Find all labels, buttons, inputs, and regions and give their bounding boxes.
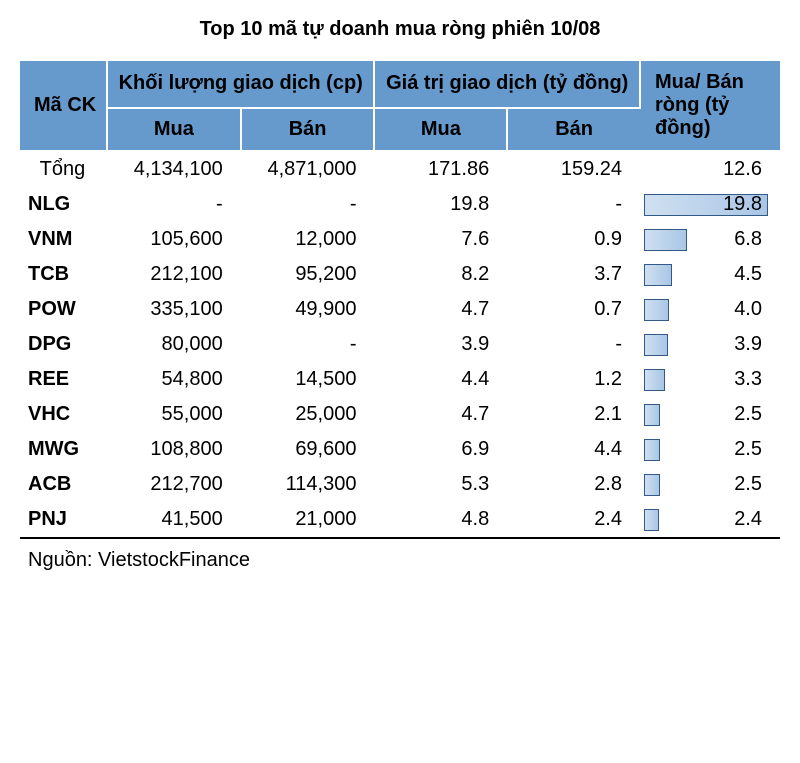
cell-vol-buy: 212,100 (107, 257, 241, 292)
cell-val-buy: 8.2 (374, 257, 507, 292)
table-row: NLG--19.8-19.8 (20, 187, 780, 222)
cell-val-sell: 0.7 (507, 292, 640, 327)
cell-val-sell: - (507, 187, 640, 222)
cell-vol-sell: 95,200 (241, 257, 375, 292)
table-row-total: Tổng4,134,1004,871,000171.86159.2412.6 (20, 151, 780, 187)
cell-val-buy: 3.9 (374, 327, 507, 362)
cell-val-buy: 4.7 (374, 292, 507, 327)
data-table: Mã CK Khối lượng giao dịch (cp) Giá trị … (20, 61, 780, 580)
report-container: Top 10 mã tự doanh mua ròng phiên 10/08 … (0, 0, 800, 600)
cell-net: 2.5 (640, 432, 780, 467)
cell-code: VHC (20, 397, 107, 432)
cell-net: 2.5 (640, 397, 780, 432)
cell-net: 19.8 (640, 187, 780, 222)
cell-net: 4.5 (640, 257, 780, 292)
cell-code: POW (20, 292, 107, 327)
table-row: TCB212,10095,2008.23.74.5 (20, 257, 780, 292)
cell-vol-buy: 41,500 (107, 502, 241, 538)
col-header-net: Mua/ Bán ròng (tỷ đồng) (640, 61, 780, 151)
cell-val-buy: 5.3 (374, 467, 507, 502)
cell-total-val-buy: 171.86 (374, 151, 507, 187)
cell-val-sell: 2.8 (507, 467, 640, 502)
cell-val-sell: 0.9 (507, 222, 640, 257)
cell-val-sell: 4.4 (507, 432, 640, 467)
cell-val-buy: 19.8 (374, 187, 507, 222)
cell-vol-buy: 108,800 (107, 432, 241, 467)
cell-val-sell: 1.2 (507, 362, 640, 397)
cell-code: PNJ (20, 502, 107, 538)
cell-total-vol-sell: 4,871,000 (241, 151, 375, 187)
page-title: Top 10 mã tự doanh mua ròng phiên 10/08 (20, 10, 780, 61)
cell-val-buy: 4.8 (374, 502, 507, 538)
col-header-volume: Khối lượng giao dịch (cp) (107, 61, 375, 108)
table-row: REE54,80014,5004.41.23.3 (20, 362, 780, 397)
table-row: VHC55,00025,0004.72.12.5 (20, 397, 780, 432)
col-header-code: Mã CK (20, 61, 107, 151)
cell-val-buy: 7.6 (374, 222, 507, 257)
table-row: DPG80,000-3.9-3.9 (20, 327, 780, 362)
cell-net: 3.3 (640, 362, 780, 397)
table-row: MWG108,80069,6006.94.42.5 (20, 432, 780, 467)
cell-code: VNM (20, 222, 107, 257)
cell-code: REE (20, 362, 107, 397)
cell-vol-buy: - (107, 187, 241, 222)
cell-val-buy: 4.4 (374, 362, 507, 397)
cell-vol-sell: - (241, 187, 375, 222)
cell-net: 2.5 (640, 467, 780, 502)
cell-total-val-sell: 159.24 (507, 151, 640, 187)
cell-net: 6.8 (640, 222, 780, 257)
cell-code: MWG (20, 432, 107, 467)
cell-vol-sell: 69,600 (241, 432, 375, 467)
source-row: Nguồn: VietstockFinance (20, 538, 780, 580)
cell-val-sell: 2.4 (507, 502, 640, 538)
cell-vol-buy: 335,100 (107, 292, 241, 327)
cell-net: 2.4 (640, 502, 780, 538)
cell-code: DPG (20, 327, 107, 362)
sub-header-vol-sell: Bán (241, 108, 375, 151)
cell-val-sell: 3.7 (507, 257, 640, 292)
table-row: POW335,10049,9004.70.74.0 (20, 292, 780, 327)
cell-val-buy: 4.7 (374, 397, 507, 432)
table-row: ACB212,700114,3005.32.82.5 (20, 467, 780, 502)
col-header-value: Giá trị giao dịch (tỷ đồng) (374, 61, 640, 108)
cell-total-vol-buy: 4,134,100 (107, 151, 241, 187)
cell-total-net: 12.6 (640, 151, 780, 187)
cell-vol-buy: 105,600 (107, 222, 241, 257)
sub-header-val-buy: Mua (374, 108, 507, 151)
sub-header-val-sell: Bán (507, 108, 640, 151)
cell-vol-sell: - (241, 327, 375, 362)
cell-total-label: Tổng (20, 151, 107, 187)
cell-code: TCB (20, 257, 107, 292)
cell-val-sell: 2.1 (507, 397, 640, 432)
table-row: PNJ41,50021,0004.82.42.4 (20, 502, 780, 538)
cell-vol-buy: 55,000 (107, 397, 241, 432)
cell-val-buy: 6.9 (374, 432, 507, 467)
cell-vol-sell: 49,900 (241, 292, 375, 327)
table-body: Tổng4,134,1004,871,000171.86159.2412.6NL… (20, 151, 780, 580)
cell-vol-sell: 114,300 (241, 467, 375, 502)
table-row: VNM105,60012,0007.60.96.8 (20, 222, 780, 257)
table-header: Mã CK Khối lượng giao dịch (cp) Giá trị … (20, 61, 780, 151)
cell-code: ACB (20, 467, 107, 502)
cell-net: 4.0 (640, 292, 780, 327)
cell-vol-buy: 80,000 (107, 327, 241, 362)
cell-vol-sell: 25,000 (241, 397, 375, 432)
cell-net: 3.9 (640, 327, 780, 362)
cell-vol-sell: 12,000 (241, 222, 375, 257)
cell-vol-sell: 14,500 (241, 362, 375, 397)
source-text: Nguồn: VietstockFinance (20, 538, 780, 580)
cell-code: NLG (20, 187, 107, 222)
cell-vol-buy: 54,800 (107, 362, 241, 397)
cell-vol-buy: 212,700 (107, 467, 241, 502)
sub-header-vol-buy: Mua (107, 108, 241, 151)
cell-val-sell: - (507, 327, 640, 362)
cell-vol-sell: 21,000 (241, 502, 375, 538)
